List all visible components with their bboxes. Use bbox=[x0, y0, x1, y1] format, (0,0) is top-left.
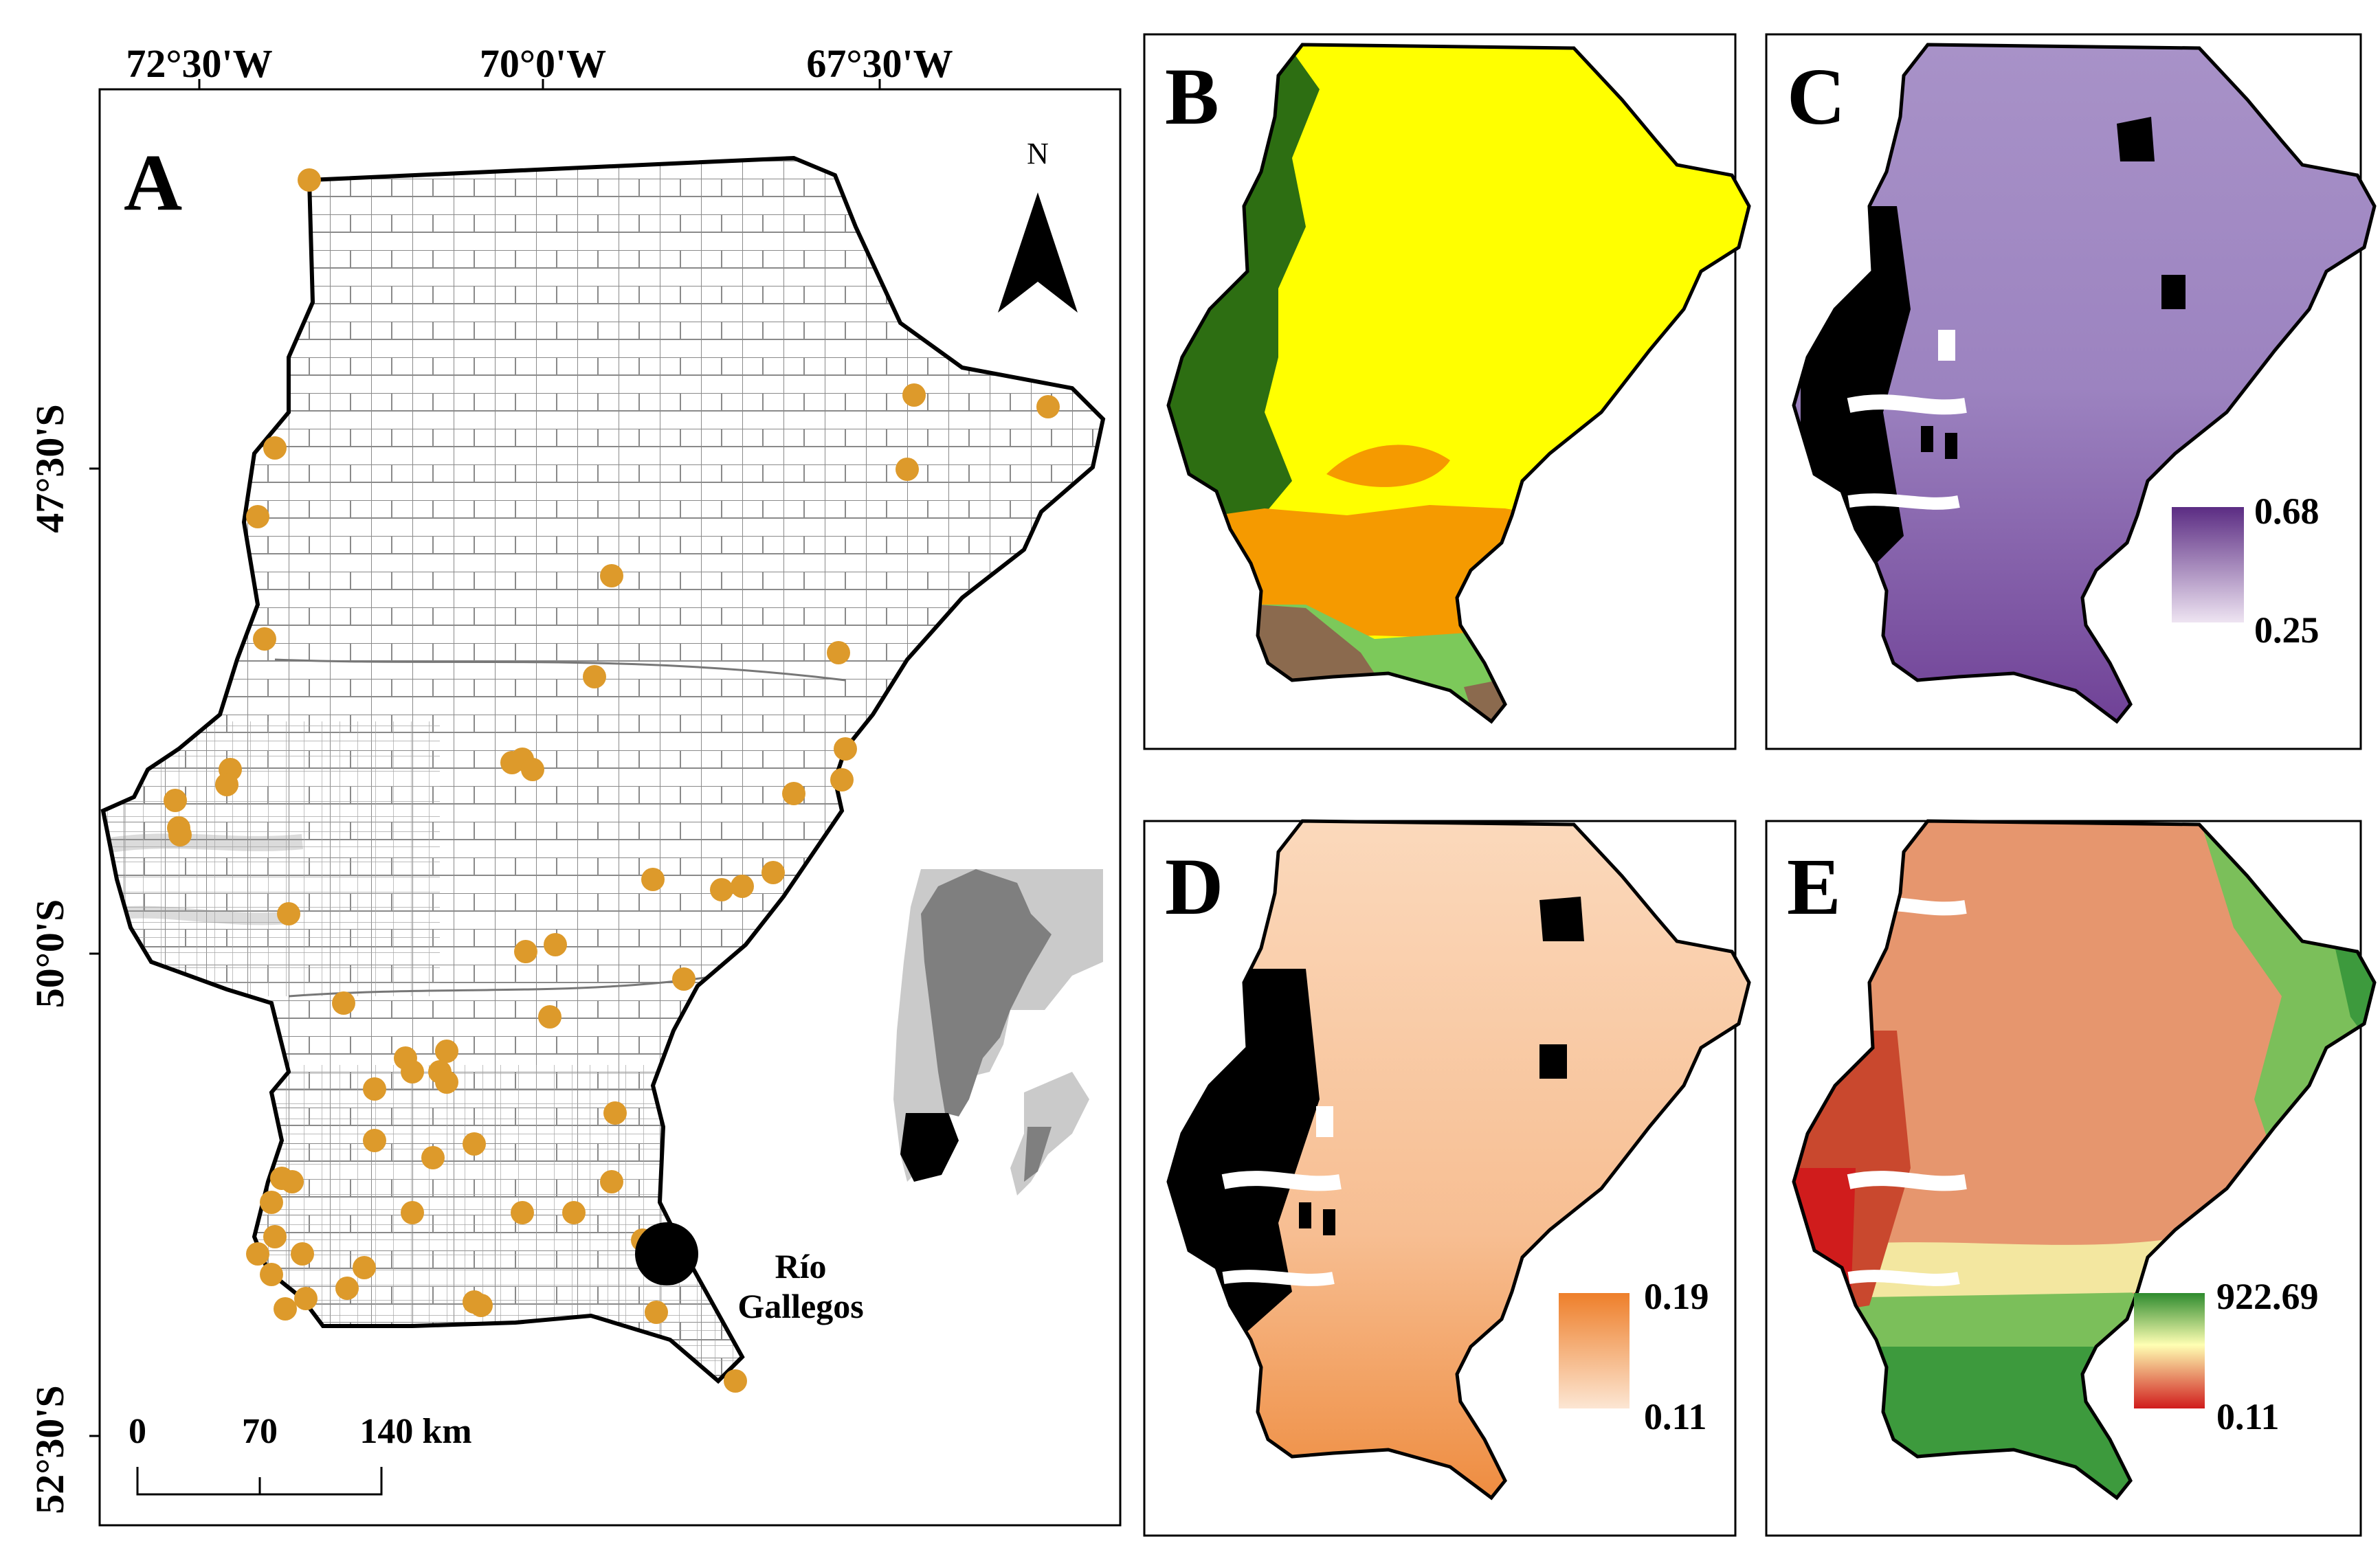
legend-c: 0.68 0.25 bbox=[2172, 491, 2320, 651]
legend-e-min: 0.11 bbox=[2216, 1396, 2280, 1437]
inset-south-america bbox=[893, 869, 1103, 1230]
survey-point bbox=[335, 1277, 359, 1300]
survey-point bbox=[280, 1170, 304, 1193]
survey-point bbox=[731, 875, 754, 898]
survey-point bbox=[463, 1132, 486, 1156]
survey-point bbox=[363, 1129, 386, 1152]
legend-e-ramp bbox=[2134, 1293, 2205, 1408]
survey-point bbox=[401, 1060, 424, 1083]
survey-point bbox=[332, 991, 355, 1015]
panel-e: E 922.69 0.11 bbox=[1765, 818, 2380, 1537]
survey-point bbox=[724, 1369, 747, 1393]
survey-point bbox=[544, 933, 567, 956]
legend-d-min: 0.11 bbox=[1644, 1396, 1707, 1437]
legend-c-min: 0.25 bbox=[2254, 609, 2320, 651]
panel-a-ticks bbox=[89, 79, 881, 1437]
survey-point bbox=[164, 789, 187, 812]
survey-point bbox=[263, 436, 287, 460]
lon-label-3: 67°30'W bbox=[806, 41, 953, 86]
survey-point bbox=[511, 1201, 534, 1224]
lat-label-1: 47°30'S bbox=[27, 404, 72, 533]
survey-point bbox=[168, 823, 192, 846]
lat-label-2: 50°0'S bbox=[27, 899, 72, 1009]
survey-point bbox=[435, 1070, 458, 1094]
panel-b-letter: B bbox=[1165, 52, 1219, 142]
survey-point bbox=[500, 751, 524, 774]
survey-point bbox=[521, 758, 544, 781]
survey-point bbox=[463, 1290, 486, 1314]
panel-b: B bbox=[1143, 33, 1780, 750]
panel-a-letter: A bbox=[124, 137, 182, 227]
survey-point bbox=[294, 1287, 318, 1310]
survey-point bbox=[353, 1256, 376, 1279]
legend-d-ramp bbox=[1559, 1293, 1630, 1408]
survey-point bbox=[215, 773, 238, 796]
scale-label-140: 140 km bbox=[359, 1412, 471, 1451]
legend-c-ramp bbox=[2172, 507, 2244, 622]
city-label-line1: Río bbox=[775, 1247, 827, 1285]
panel-e-letter: E bbox=[1787, 842, 1841, 932]
survey-point bbox=[277, 902, 300, 925]
survey-point bbox=[827, 641, 850, 664]
lat-label-3: 52°30'S bbox=[27, 1385, 72, 1514]
scale-label-0: 0 bbox=[129, 1412, 146, 1451]
survey-point bbox=[583, 665, 606, 688]
panel-a: 72°30'W 70°0'W 67°30'W 47°30'S 50°0'S 52… bbox=[27, 41, 1122, 1527]
survey-point bbox=[246, 1242, 269, 1266]
survey-point bbox=[710, 878, 733, 901]
survey-point bbox=[600, 1170, 623, 1193]
north-label: N bbox=[1027, 137, 1049, 170]
survey-point bbox=[260, 1191, 283, 1214]
survey-point bbox=[834, 737, 857, 761]
scale-bar: 0 70 140 km bbox=[129, 1412, 472, 1496]
survey-point bbox=[246, 505, 269, 528]
survey-point bbox=[514, 940, 537, 963]
survey-point bbox=[896, 458, 919, 481]
legend-d-max: 0.19 bbox=[1644, 1276, 1709, 1317]
survey-point bbox=[830, 768, 854, 791]
legend-d: 0.19 0.11 bbox=[1559, 1276, 1709, 1437]
survey-point bbox=[298, 168, 321, 192]
survey-point bbox=[672, 967, 696, 991]
survey-point bbox=[435, 1040, 458, 1063]
survey-point bbox=[291, 1242, 314, 1266]
survey-point bbox=[1036, 395, 1060, 418]
survey-point bbox=[274, 1297, 297, 1321]
survey-point bbox=[421, 1146, 445, 1169]
survey-point bbox=[260, 1263, 283, 1286]
survey-point bbox=[538, 1005, 561, 1029]
panel-d: D 0.19 0.11 bbox=[1143, 818, 1780, 1537]
rio-gallegos-marker bbox=[635, 1222, 698, 1285]
survey-point bbox=[562, 1201, 586, 1224]
scale-label-70: 70 bbox=[242, 1412, 278, 1451]
panel-c: C 0.68 0.25 bbox=[1765, 33, 2380, 750]
legend-c-max: 0.68 bbox=[2254, 491, 2320, 532]
survey-point bbox=[263, 1225, 287, 1248]
legend-e: 922.69 0.11 bbox=[2134, 1276, 2319, 1437]
legend-e-max: 922.69 bbox=[2216, 1276, 2319, 1317]
survey-point bbox=[363, 1077, 386, 1101]
panel-d-letter: D bbox=[1165, 842, 1223, 932]
survey-points bbox=[164, 168, 1060, 1393]
survey-point bbox=[641, 868, 665, 891]
survey-point bbox=[761, 861, 785, 884]
north-arrow-icon: N bbox=[998, 137, 1078, 313]
survey-point bbox=[782, 782, 805, 805]
city-label-line2: Gallegos bbox=[737, 1287, 863, 1325]
survey-point bbox=[401, 1201, 424, 1224]
survey-point bbox=[645, 1301, 668, 1324]
survey-point bbox=[902, 383, 926, 407]
survey-point bbox=[253, 627, 276, 651]
survey-point bbox=[603, 1101, 627, 1125]
survey-point bbox=[600, 564, 623, 587]
panel-c-letter: C bbox=[1787, 52, 1845, 142]
lon-label-1: 72°30'W bbox=[126, 41, 272, 86]
lon-label-2: 70°0'W bbox=[480, 41, 606, 86]
